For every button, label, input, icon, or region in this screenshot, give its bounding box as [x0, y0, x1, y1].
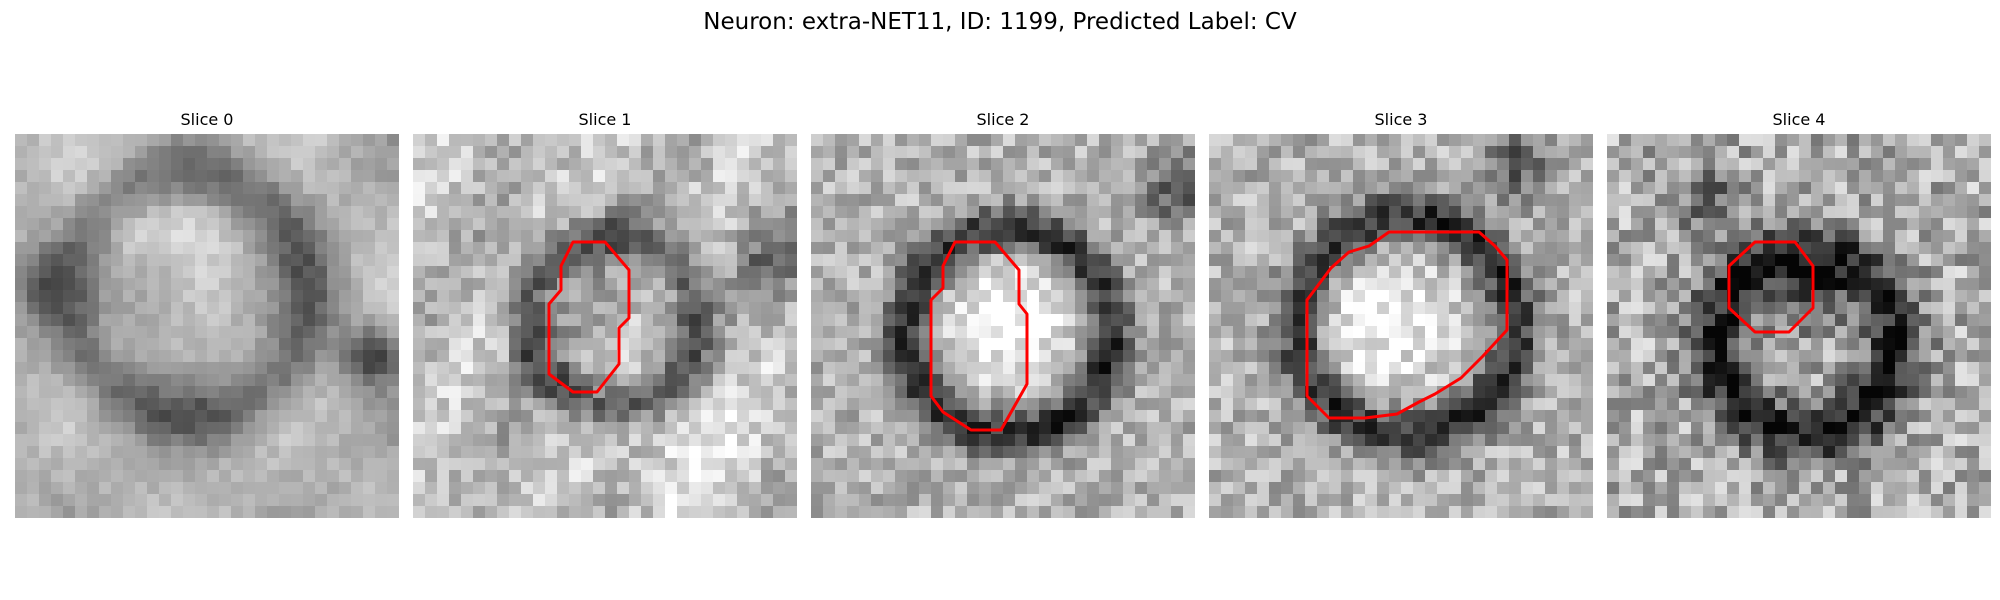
- grayscale-image: [15, 134, 399, 518]
- slice-panel-1: Slice 1: [413, 108, 797, 518]
- slice-title: Slice 3: [1374, 110, 1428, 129]
- slice-panel-2: Slice 2: [811, 108, 1195, 518]
- slice-panel-0: Slice 0: [15, 108, 399, 518]
- contour-outline: [929, 240, 1029, 432]
- contour-outline: [1305, 230, 1509, 420]
- slice-panel-4: Slice 4: [1607, 108, 1991, 518]
- grayscale-image: [1209, 134, 1593, 518]
- slice-title: Slice 1: [578, 110, 632, 129]
- contour-overlay: [547, 240, 631, 394]
- slice-title: Slice 4: [1772, 110, 1826, 129]
- contour-outline: [1727, 240, 1815, 334]
- slice-image: [1607, 134, 1991, 518]
- contour-overlay: [929, 240, 1029, 432]
- figure-title: Neuron: extra-NET11, ID: 1199, Predicted…: [703, 9, 1297, 35]
- contour-overlay: [1305, 230, 1509, 420]
- slice-image: [413, 134, 797, 518]
- grayscale-image: [1607, 134, 1991, 518]
- grayscale-image: [413, 134, 797, 518]
- grayscale-image: [811, 134, 1195, 518]
- slice-image: [15, 134, 399, 518]
- contour-overlay: [1727, 240, 1815, 334]
- slice-image: [811, 134, 1195, 518]
- slice-panel-3: Slice 3: [1209, 108, 1593, 518]
- contour-outline: [547, 240, 631, 394]
- slice-title: Slice 0: [180, 110, 234, 129]
- slice-image: [1209, 134, 1593, 518]
- slice-title: Slice 2: [976, 110, 1030, 129]
